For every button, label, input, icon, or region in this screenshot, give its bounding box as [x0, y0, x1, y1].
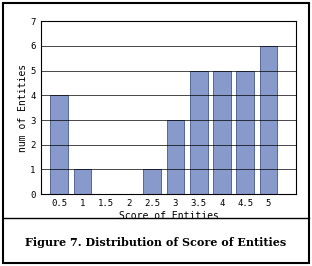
Bar: [50, 95, 68, 194]
Bar: [143, 169, 161, 194]
Bar: [236, 71, 254, 194]
Bar: [213, 71, 231, 194]
Bar: [74, 169, 91, 194]
Bar: [167, 120, 184, 194]
Bar: [260, 46, 277, 194]
Text: Figure 7. Distribution of Score of Entities: Figure 7. Distribution of Score of Entit…: [25, 236, 287, 248]
Bar: [190, 71, 207, 194]
Y-axis label: num of Entities: num of Entities: [17, 64, 27, 152]
X-axis label: Score of Entities: Score of Entities: [119, 211, 218, 221]
